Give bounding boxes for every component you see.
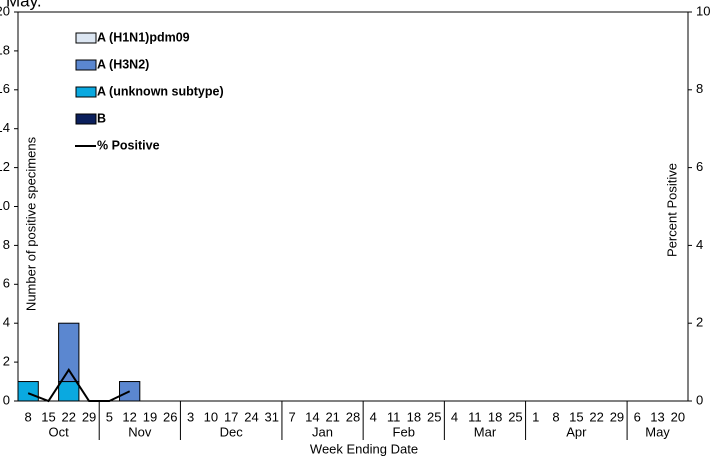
legend-label: A (unknown subtype) (97, 84, 224, 98)
month-label: Dec (220, 424, 244, 439)
x-tick-label: 29 (82, 409, 96, 424)
x-tick-label: 3 (187, 409, 194, 424)
legend-label: % Positive (97, 138, 160, 152)
legend-label: A (H3N2) (97, 57, 149, 71)
y2-tick-label: 8 (696, 81, 703, 96)
x-tick-label: 25 (508, 409, 522, 424)
y2-tick-label: 0 (696, 392, 703, 407)
y2-tick-label: 4 (696, 237, 703, 252)
y2-tick-label: 10 (696, 3, 710, 18)
y-tick-label: 12 (0, 159, 10, 174)
x-tick-label: 22 (62, 409, 76, 424)
y-tick-label: 6 (3, 276, 10, 291)
x-tick-label: 7 (288, 409, 295, 424)
x-tick-label: 11 (387, 409, 401, 424)
x-tick-label: 18 (407, 409, 421, 424)
x-tick-label: 21 (325, 409, 339, 424)
y-tick-label: 18 (0, 42, 10, 57)
legend-swatch (75, 86, 97, 98)
bar (58, 381, 80, 402)
x-tick-label: 29 (610, 409, 624, 424)
legend-swatch (75, 59, 97, 71)
x-tick-label: 20 (671, 409, 685, 424)
y-tick-label: 16 (0, 81, 10, 96)
legend-label: A (H1N1)pdm09 (97, 30, 190, 44)
y2-tick-label: 6 (696, 159, 703, 174)
month-label: Mar (474, 424, 497, 439)
x-tick-label: 13 (650, 409, 664, 424)
legend-label: B (97, 111, 106, 125)
x-tick-label: 31 (265, 409, 279, 424)
month-label: Feb (393, 424, 415, 439)
x-tick-label: 18 (488, 409, 502, 424)
y-tick-label: 14 (0, 120, 10, 135)
x-tick-label: 22 (589, 409, 603, 424)
y-tick-label: 8 (3, 237, 10, 252)
y-axis-label: Number of positive specimens (23, 136, 38, 311)
x-tick-label: 15 (569, 409, 583, 424)
bar (58, 322, 80, 383)
x-tick-label: 17 (224, 409, 238, 424)
bar (17, 381, 39, 402)
y-tick-label: 4 (3, 315, 10, 330)
chart-title: May. (6, 0, 42, 10)
x-tick-label: 25 (427, 409, 441, 424)
legend-swatch (75, 113, 97, 125)
month-label: Nov (128, 424, 152, 439)
x-tick-label: 24 (244, 409, 258, 424)
x-tick-label: 5 (106, 409, 113, 424)
y-tick-label: 20 (0, 3, 10, 18)
y-tick-label: 0 (3, 392, 10, 407)
x-tick-label: 12 (122, 409, 136, 424)
x-tick-label: 8 (552, 409, 559, 424)
month-label: Jan (312, 424, 333, 439)
month-label: Oct (48, 424, 69, 439)
month-label: May (645, 424, 670, 439)
x-tick-label: 10 (204, 409, 218, 424)
y2-tick-label: 2 (696, 315, 703, 330)
x-tick-label: 4 (451, 409, 458, 424)
x-tick-label: 14 (305, 409, 319, 424)
x-tick-label: 26 (163, 409, 177, 424)
y-tick-label: 2 (3, 354, 10, 369)
x-tick-label: 28 (346, 409, 360, 424)
x-tick-label: 11 (468, 409, 482, 424)
x-tick-label: 6 (634, 409, 641, 424)
y2-axis-label: Percent Positive (664, 163, 679, 257)
x-tick-label: 1 (532, 409, 539, 424)
legend-swatch (75, 32, 97, 44)
x-tick-label: 19 (143, 409, 157, 424)
month-label: Apr (566, 424, 587, 439)
line-series (27, 368, 131, 403)
x-tick-label: 4 (370, 409, 377, 424)
x-axis-label: Week Ending Date (310, 441, 418, 456)
y-tick-label: 10 (0, 198, 10, 213)
x-tick-label: 15 (41, 409, 55, 424)
x-tick-label: 8 (25, 409, 32, 424)
